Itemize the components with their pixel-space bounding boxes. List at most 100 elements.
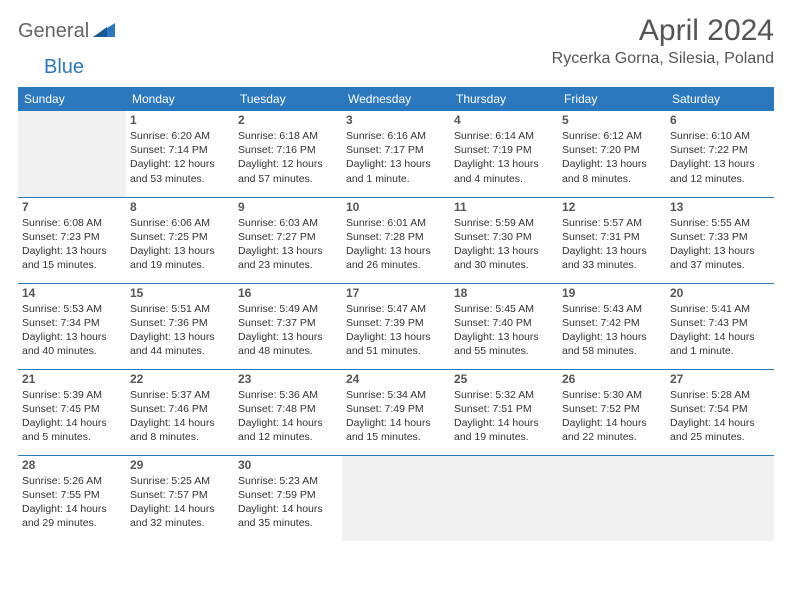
day-cell: 7 Sunrise: 6:08 AMSunset: 7:23 PMDaylight…	[18, 197, 126, 283]
day-cell: 2 Sunrise: 6:18 AMSunset: 7:16 PMDaylight…	[234, 111, 342, 197]
day-cell: 25 Sunrise: 5:32 AMSunset: 7:51 PMDayligh…	[450, 369, 558, 455]
empty-cell	[342, 455, 450, 541]
day-cell: 8 Sunrise: 6:06 AMSunset: 7:25 PMDaylight…	[126, 197, 234, 283]
day-number: 8	[130, 200, 230, 214]
day-info: Sunrise: 5:37 AMSunset: 7:46 PMDaylight:…	[130, 388, 230, 445]
day-info: Sunrise: 5:41 AMSunset: 7:43 PMDaylight:…	[670, 302, 770, 359]
day-number: 22	[130, 372, 230, 386]
day-number: 3	[346, 113, 446, 127]
weekday-header: Saturday	[666, 87, 774, 111]
day-info: Sunrise: 5:28 AMSunset: 7:54 PMDaylight:…	[670, 388, 770, 445]
day-number: 20	[670, 286, 770, 300]
calendar-row: 14Sunrise: 5:53 AMSunset: 7:34 PMDayligh…	[18, 283, 774, 369]
weekday-header: Monday	[126, 87, 234, 111]
day-cell: 9 Sunrise: 6:03 AMSunset: 7:27 PMDaylight…	[234, 197, 342, 283]
day-info: Sunrise: 5:39 AMSunset: 7:45 PMDaylight:…	[22, 388, 122, 445]
day-number: 26	[562, 372, 662, 386]
day-cell: 11 Sunrise: 5:59 AMSunset: 7:30 PMDayligh…	[450, 197, 558, 283]
day-info: Sunrise: 6:20 AMSunset: 7:14 PMDaylight:…	[130, 129, 230, 186]
empty-cell	[18, 111, 126, 197]
weekday-header: Thursday	[450, 87, 558, 111]
day-number: 18	[454, 286, 554, 300]
day-number: 25	[454, 372, 554, 386]
day-number: 1	[130, 113, 230, 127]
weekday-header: Friday	[558, 87, 666, 111]
day-number: 21	[22, 372, 122, 386]
day-cell: 15 Sunrise: 5:51 AMSunset: 7:36 PMDayligh…	[126, 283, 234, 369]
day-info: Sunrise: 5:59 AMSunset: 7:30 PMDaylight:…	[454, 216, 554, 273]
day-cell: 17Sunrise: 5:47 AMSunset: 7:39 PMDayligh…	[342, 283, 450, 369]
day-number: 4	[454, 113, 554, 127]
day-number: 29	[130, 458, 230, 472]
day-number: 23	[238, 372, 338, 386]
day-number: 7	[22, 200, 122, 214]
empty-cell	[666, 455, 774, 541]
calendar-table: SundayMondayTuesdayWednesdayThursdayFrid…	[18, 87, 774, 541]
day-number: 30	[238, 458, 338, 472]
month-title: April 2024	[552, 14, 774, 48]
day-cell: 12Sunrise: 5:57 AMSunset: 7:31 PMDayligh…	[558, 197, 666, 283]
weekday-header-row: SundayMondayTuesdayWednesdayThursdayFrid…	[18, 87, 774, 111]
empty-cell	[558, 455, 666, 541]
day-number: 24	[346, 372, 446, 386]
day-number: 27	[670, 372, 770, 386]
day-number: 19	[562, 286, 662, 300]
day-info: Sunrise: 6:16 AMSunset: 7:17 PMDaylight:…	[346, 129, 446, 186]
day-info: Sunrise: 6:06 AMSunset: 7:25 PMDaylight:…	[130, 216, 230, 273]
day-cell: 27 Sunrise: 5:28 AMSunset: 7:54 PMDayligh…	[666, 369, 774, 455]
day-cell: 6 Sunrise: 6:10 AMSunset: 7:22 PMDaylight…	[666, 111, 774, 197]
day-cell: 1 Sunrise: 6:20 AMSunset: 7:14 PMDaylight…	[126, 111, 234, 197]
day-info: Sunrise: 6:08 AMSunset: 7:23 PMDaylight:…	[22, 216, 122, 273]
day-info: Sunrise: 5:23 AMSunset: 7:59 PMDaylight:…	[238, 474, 338, 531]
day-info: Sunrise: 5:53 AMSunset: 7:34 PMDaylight:…	[22, 302, 122, 359]
day-info: Sunrise: 6:12 AMSunset: 7:20 PMDaylight:…	[562, 129, 662, 186]
day-cell: 16Sunrise: 5:49 AMSunset: 7:37 PMDayligh…	[234, 283, 342, 369]
calendar-body: 1 Sunrise: 6:20 AMSunset: 7:14 PMDaylight…	[18, 111, 774, 541]
day-info: Sunrise: 5:34 AMSunset: 7:49 PMDaylight:…	[346, 388, 446, 445]
day-number: 15	[130, 286, 230, 300]
day-info: Sunrise: 5:51 AMSunset: 7:36 PMDaylight:…	[130, 302, 230, 359]
day-cell: 24 Sunrise: 5:34 AMSunset: 7:49 PMDayligh…	[342, 369, 450, 455]
location-text: Rycerka Gorna, Silesia, Poland	[552, 50, 774, 68]
day-cell: 13Sunrise: 5:55 AMSunset: 7:33 PMDayligh…	[666, 197, 774, 283]
day-cell: 21 Sunrise: 5:39 AMSunset: 7:45 PMDayligh…	[18, 369, 126, 455]
day-cell: 10 Sunrise: 6:01 AMSunset: 7:28 PMDayligh…	[342, 197, 450, 283]
day-info: Sunrise: 5:55 AMSunset: 7:33 PMDaylight:…	[670, 216, 770, 273]
day-info: Sunrise: 5:25 AMSunset: 7:57 PMDaylight:…	[130, 474, 230, 531]
day-info: Sunrise: 6:14 AMSunset: 7:19 PMDaylight:…	[454, 129, 554, 186]
day-info: Sunrise: 5:57 AMSunset: 7:31 PMDaylight:…	[562, 216, 662, 273]
day-info: Sunrise: 6:03 AMSunset: 7:27 PMDaylight:…	[238, 216, 338, 273]
day-info: Sunrise: 6:18 AMSunset: 7:16 PMDaylight:…	[238, 129, 338, 186]
weekday-header: Wednesday	[342, 87, 450, 111]
day-number: 10	[346, 200, 446, 214]
weekday-header: Tuesday	[234, 87, 342, 111]
day-info: Sunrise: 5:30 AMSunset: 7:52 PMDaylight:…	[562, 388, 662, 445]
day-cell: 5 Sunrise: 6:12 AMSunset: 7:20 PMDaylight…	[558, 111, 666, 197]
calendar-row: 1 Sunrise: 6:20 AMSunset: 7:14 PMDaylight…	[18, 111, 774, 197]
day-number: 6	[670, 113, 770, 127]
day-number: 2	[238, 113, 338, 127]
day-info: Sunrise: 5:32 AMSunset: 7:51 PMDaylight:…	[454, 388, 554, 445]
weekday-header: Sunday	[18, 87, 126, 111]
day-info: Sunrise: 6:01 AMSunset: 7:28 PMDaylight:…	[346, 216, 446, 273]
brand-logo: General	[18, 20, 117, 43]
day-number: 11	[454, 200, 554, 214]
day-cell: 20 Sunrise: 5:41 AMSunset: 7:43 PMDayligh…	[666, 283, 774, 369]
day-info: Sunrise: 5:26 AMSunset: 7:55 PMDaylight:…	[22, 474, 122, 531]
calendar-row: 28 Sunrise: 5:26 AMSunset: 7:55 PMDayligh…	[18, 455, 774, 541]
day-cell: 29 Sunrise: 5:25 AMSunset: 7:57 PMDayligh…	[126, 455, 234, 541]
empty-cell	[450, 455, 558, 541]
day-info: Sunrise: 6:10 AMSunset: 7:22 PMDaylight:…	[670, 129, 770, 186]
day-number: 16	[238, 286, 338, 300]
day-number: 9	[238, 200, 338, 214]
day-cell: 23Sunrise: 5:36 AMSunset: 7:48 PMDayligh…	[234, 369, 342, 455]
day-number: 5	[562, 113, 662, 127]
day-info: Sunrise: 5:45 AMSunset: 7:40 PMDaylight:…	[454, 302, 554, 359]
calendar-row: 7 Sunrise: 6:08 AMSunset: 7:23 PMDaylight…	[18, 197, 774, 283]
day-cell: 14Sunrise: 5:53 AMSunset: 7:34 PMDayligh…	[18, 283, 126, 369]
day-info: Sunrise: 5:47 AMSunset: 7:39 PMDaylight:…	[346, 302, 446, 359]
day-cell: 22 Sunrise: 5:37 AMSunset: 7:46 PMDayligh…	[126, 369, 234, 455]
day-cell: 26 Sunrise: 5:30 AMSunset: 7:52 PMDayligh…	[558, 369, 666, 455]
day-cell: 19Sunrise: 5:43 AMSunset: 7:42 PMDayligh…	[558, 283, 666, 369]
day-number: 28	[22, 458, 122, 472]
